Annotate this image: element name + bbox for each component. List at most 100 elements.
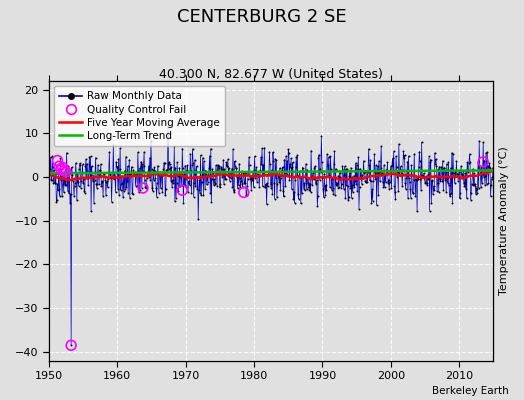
- Point: [173, 159, 181, 166]
- Point: [256, 167, 265, 173]
- Point: [321, 192, 330, 198]
- Point: [272, 157, 280, 163]
- Point: [200, 173, 209, 180]
- Point: [148, 188, 157, 194]
- Point: [362, 179, 370, 186]
- Point: [379, 184, 388, 190]
- Point: [137, 158, 146, 165]
- Text: CENTERBURG 2 SE: CENTERBURG 2 SE: [177, 8, 347, 26]
- Point: [69, 175, 77, 182]
- Point: [102, 179, 111, 186]
- Point: [158, 173, 166, 179]
- Point: [86, 153, 95, 160]
- Point: [56, 192, 64, 199]
- Point: [456, 190, 465, 197]
- Point: [230, 186, 238, 193]
- Point: [329, 184, 337, 191]
- Point: [204, 178, 212, 185]
- Point: [146, 154, 154, 161]
- Point: [57, 177, 65, 183]
- Point: [127, 170, 135, 177]
- Point: [184, 189, 192, 196]
- Point: [58, 192, 66, 199]
- Point: [165, 159, 173, 165]
- Point: [53, 157, 62, 164]
- Point: [351, 178, 359, 184]
- Point: [185, 182, 194, 188]
- Point: [390, 183, 398, 189]
- Point: [245, 154, 253, 160]
- Point: [461, 185, 470, 192]
- Point: [269, 149, 277, 156]
- Point: [353, 188, 362, 194]
- Point: [61, 182, 69, 188]
- Point: [102, 192, 110, 199]
- Point: [336, 176, 345, 182]
- Point: [413, 208, 421, 214]
- Point: [464, 169, 473, 176]
- Point: [481, 182, 489, 188]
- Point: [144, 170, 152, 176]
- Point: [170, 143, 179, 150]
- Point: [83, 161, 91, 167]
- Point: [62, 150, 71, 156]
- Point: [453, 171, 462, 177]
- Point: [374, 192, 383, 199]
- Point: [393, 174, 401, 180]
- Point: [381, 172, 389, 178]
- Point: [205, 165, 213, 171]
- Point: [269, 158, 278, 164]
- Point: [231, 158, 239, 164]
- Point: [302, 186, 311, 192]
- Point: [479, 159, 487, 165]
- Point: [260, 144, 268, 151]
- Point: [177, 171, 185, 177]
- Point: [470, 170, 478, 176]
- Point: [200, 158, 208, 164]
- Point: [419, 172, 427, 179]
- Point: [408, 190, 417, 196]
- Point: [324, 173, 332, 180]
- Point: [99, 193, 107, 199]
- Point: [151, 167, 159, 174]
- Point: [418, 172, 427, 178]
- Point: [70, 183, 79, 190]
- Point: [344, 194, 353, 201]
- Point: [427, 156, 435, 163]
- Point: [81, 190, 89, 196]
- Point: [242, 192, 250, 199]
- Point: [70, 193, 78, 200]
- Point: [141, 185, 150, 192]
- Point: [383, 159, 391, 166]
- Point: [214, 169, 222, 176]
- Point: [270, 196, 279, 202]
- Point: [224, 173, 233, 180]
- Point: [462, 167, 470, 174]
- Point: [279, 193, 288, 200]
- Point: [463, 195, 471, 201]
- Point: [205, 153, 214, 159]
- Point: [361, 178, 369, 185]
- Point: [54, 170, 63, 176]
- Point: [48, 177, 56, 183]
- Point: [441, 168, 450, 175]
- Point: [289, 159, 297, 166]
- Point: [454, 173, 463, 180]
- Point: [60, 167, 69, 174]
- Point: [434, 166, 442, 173]
- Point: [68, 164, 76, 170]
- Point: [311, 163, 319, 170]
- Point: [60, 189, 68, 195]
- Point: [232, 165, 240, 172]
- Point: [461, 170, 469, 176]
- Point: [386, 179, 394, 185]
- Point: [389, 148, 398, 155]
- Point: [229, 146, 237, 152]
- Point: [157, 172, 166, 178]
- Point: [341, 163, 349, 170]
- Point: [133, 170, 141, 176]
- Point: [315, 176, 324, 183]
- Point: [145, 174, 154, 180]
- Point: [129, 170, 138, 176]
- Point: [432, 163, 441, 170]
